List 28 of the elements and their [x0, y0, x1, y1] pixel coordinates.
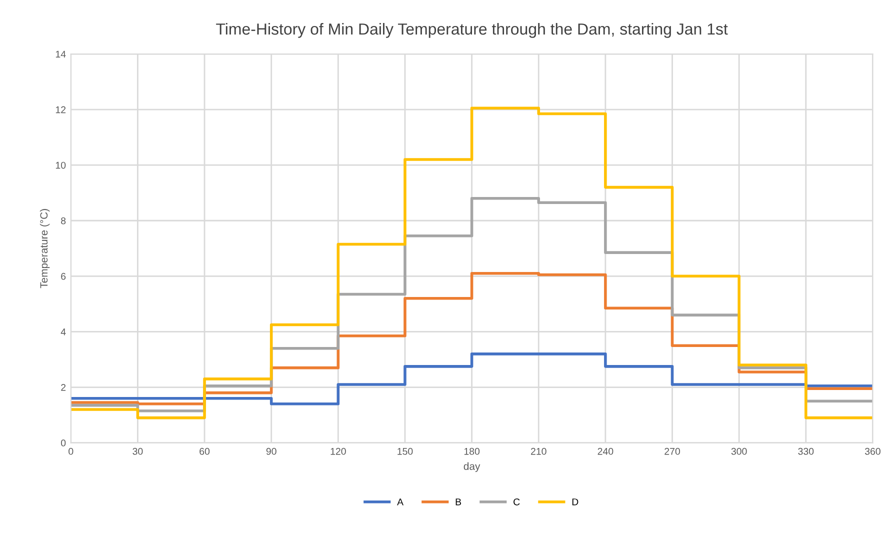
chart-title: Time-History of Min Daily Temperature through the Dam, starting Jan 1st	[216, 22, 728, 38]
x-axis-title: day	[464, 462, 480, 472]
y-tick-label: 14	[56, 50, 66, 58]
y-tick-label: 10	[56, 162, 66, 169]
legend-label: A	[397, 498, 404, 506]
x-tick-label: 90	[266, 448, 276, 455]
x-tick-label: 270	[664, 448, 680, 455]
legend-label: C	[514, 498, 520, 506]
y-tick-label: 12	[56, 106, 66, 114]
legend-label: B	[456, 498, 462, 506]
x-tick-label: 60	[200, 448, 210, 455]
y-tick-label: 0	[60, 440, 66, 446]
y-tick-label: 4	[60, 328, 66, 336]
legend-label: D	[572, 498, 578, 506]
y-tick-label: 6	[61, 272, 66, 280]
x-tick-label: 300	[731, 448, 747, 455]
x-tick-label: 180	[464, 448, 480, 455]
x-tick-label: 0	[68, 448, 74, 455]
x-tick-label: 210	[530, 448, 546, 455]
y-tick-label: 8	[61, 217, 66, 224]
y-tick-label: 2	[61, 384, 66, 391]
y-axis-title: Temperature (°C)	[40, 209, 50, 288]
x-tick-label: 120	[330, 448, 346, 455]
x-tick-label: 30	[132, 448, 143, 455]
x-tick-label: 150	[398, 448, 413, 455]
x-tick-label: 240	[598, 448, 614, 455]
x-tick-label: 360	[864, 448, 880, 455]
x-tick-label: 330	[798, 448, 814, 455]
